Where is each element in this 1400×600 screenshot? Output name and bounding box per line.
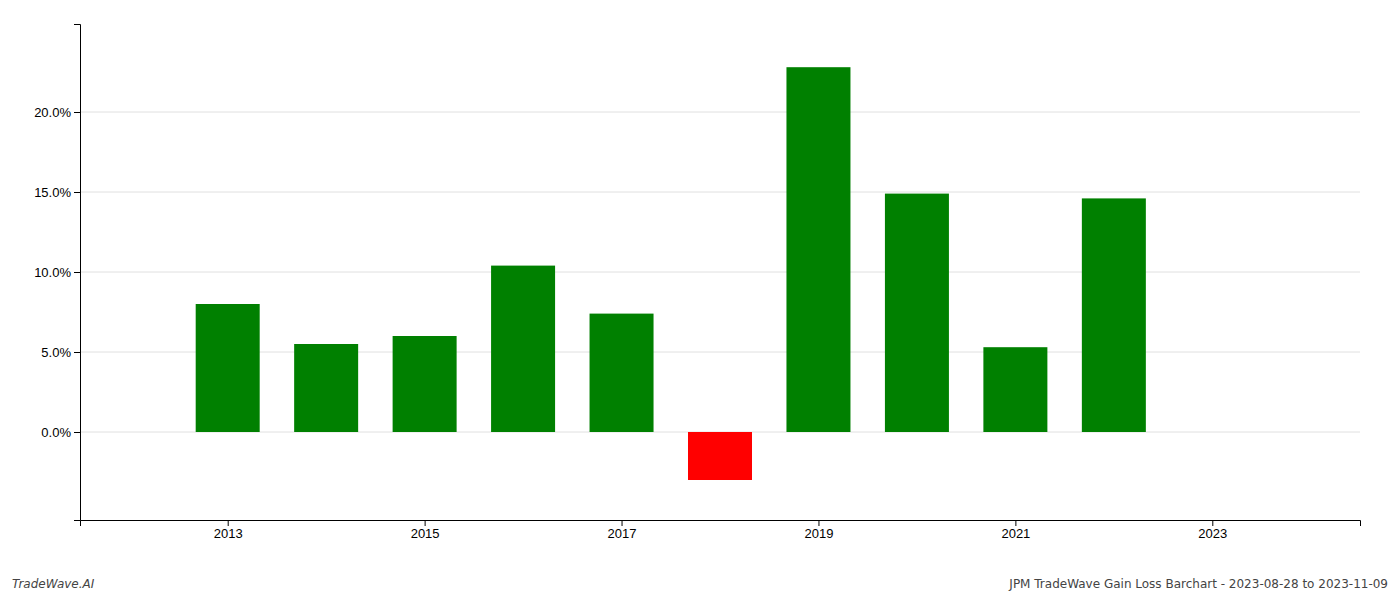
- x-tick: 2023: [1198, 520, 1227, 541]
- x-tick: 2017: [608, 520, 637, 541]
- grid-line: [80, 352, 1360, 353]
- x-tick-label: 2017: [608, 526, 637, 541]
- grid-line: [80, 272, 1360, 273]
- x-tick: 2021: [1001, 520, 1030, 541]
- bar: [786, 67, 850, 432]
- x-tick-mark: [425, 520, 426, 526]
- x-axis-line: [81, 521, 1361, 527]
- x-tick-label: 2021: [1001, 526, 1030, 541]
- y-tick: 10.0%: [34, 265, 80, 280]
- bar: [491, 266, 555, 432]
- y-tick-mark: [74, 272, 80, 273]
- x-tick-mark: [818, 520, 819, 526]
- y-tick: 20.0%: [34, 105, 80, 120]
- bar: [1082, 198, 1146, 432]
- bar: [393, 336, 457, 432]
- x-tick-label: 2019: [805, 526, 834, 541]
- x-tick-mark: [1015, 520, 1016, 526]
- y-tick-label: 10.0%: [34, 265, 71, 280]
- y-axis: 0.0% 5.0% 10.0% 15.0% 20.0%: [34, 25, 80, 521]
- y-tick: 0.0%: [41, 425, 80, 440]
- y-tick-label: 15.0%: [34, 185, 71, 200]
- bar: [294, 344, 358, 432]
- grid: [80, 112, 1360, 432]
- bar: [983, 347, 1047, 432]
- y-tick-label: 0.0%: [41, 425, 71, 440]
- y-tick-mark: [74, 112, 80, 113]
- x-tick-label: 2015: [411, 526, 440, 541]
- chart: 0.0%5.0%10.0%15.0%20.0%20132015201720192…: [0, 0, 1400, 600]
- bars: [196, 67, 1146, 480]
- x-tick: 2015: [411, 520, 440, 541]
- bar: [688, 432, 752, 480]
- footer-right: JPM TradeWave Gain Loss Barchart - 2023-…: [1008, 577, 1388, 591]
- x-tick-mark: [228, 520, 229, 526]
- y-tick-mark: [74, 352, 80, 353]
- x-tick: 2019: [805, 520, 834, 541]
- grid-line: [80, 192, 1360, 193]
- y-tick-mark: [74, 432, 80, 433]
- x-tick-mark: [1212, 520, 1213, 526]
- x-tick: 2013: [214, 520, 243, 541]
- x-axis: 2013 2015 2017 2019 2021 2023: [81, 520, 1361, 541]
- y-axis-line: [74, 25, 81, 521]
- x-tick-label: 2023: [1198, 526, 1227, 541]
- bar: [590, 314, 654, 432]
- grid-line: [80, 112, 1360, 113]
- y-tick-label: 20.0%: [34, 105, 71, 120]
- y-tick-mark: [74, 192, 80, 193]
- footer-left: TradeWave.AI: [12, 577, 95, 591]
- y-tick-label: 5.0%: [41, 345, 71, 360]
- bar: [196, 304, 260, 432]
- y-tick: 5.0%: [41, 345, 80, 360]
- bar: [885, 194, 949, 432]
- plot: 0.0%5.0%10.0%15.0%20.0%20132015201720192…: [34, 25, 1360, 542]
- x-tick-label: 2013: [214, 526, 243, 541]
- x-tick-mark: [622, 520, 623, 526]
- y-tick: 15.0%: [34, 185, 80, 200]
